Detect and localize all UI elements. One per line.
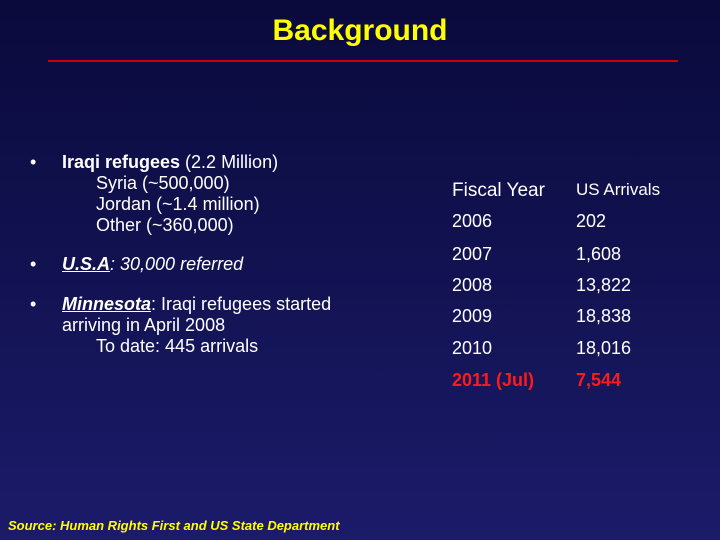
table-row-highlight: 2011 (Jul) 7,544	[452, 370, 712, 400]
cell-year: 2007	[452, 244, 493, 264]
table-header-row: Fiscal Year US Arrivals	[452, 180, 712, 210]
bullet-minnesota: • Minnesota: Iraqi refugees started arri…	[30, 294, 331, 357]
table-row: 2009 18,838	[452, 306, 712, 336]
cell-year: 2009	[452, 306, 493, 326]
bullet-text: (2.2 Million)	[180, 152, 279, 172]
sub-item-to-date: To date: 445 arrivals	[96, 336, 259, 356]
table-row: 2010 18,016	[452, 338, 712, 368]
table-row: 2006 202	[452, 211, 712, 241]
bullet-iraqi-refugees: • Iraqi refugees (2.2 Million) Syria (~5…	[30, 152, 331, 236]
bullet-dot-icon: •	[30, 152, 37, 172]
sub-item-syria: Syria (~500,000)	[96, 173, 230, 193]
bullet-label: Minnesota	[62, 294, 152, 314]
title-divider	[48, 60, 678, 62]
cell-arrivals: 13,822	[576, 275, 632, 295]
bullet-usa: • U.S.A: 30,000 referred	[30, 254, 331, 275]
sub-item-jordan: Jordan (~1.4 million)	[96, 194, 260, 214]
sub-item-other: Other (~360,000)	[96, 215, 234, 235]
source-note: Source: Human Rights First and US State …	[8, 518, 340, 533]
table-row: 2007 1,608	[452, 244, 712, 274]
table-row: 2008 13,822	[452, 275, 712, 305]
header-us-arrivals: US Arrivals	[576, 180, 661, 199]
bullet-text-line2: arriving in April 2008	[62, 315, 226, 335]
bullet-text: : Iraqi refugees started	[151, 294, 332, 314]
cell-arrivals: 7,544	[576, 370, 622, 390]
bullet-text: : 30,000 referred	[110, 254, 244, 274]
cell-year: 2008	[452, 275, 493, 295]
slide-title: Background	[272, 14, 448, 47]
cell-arrivals: 202	[576, 211, 607, 231]
cell-arrivals: 18,838	[576, 306, 632, 326]
cell-arrivals: 18,016	[576, 338, 632, 358]
cell-year: 2011 (Jul)	[452, 370, 535, 390]
bullet-label: U.S.A	[62, 254, 111, 274]
cell-year: 2010	[452, 338, 493, 358]
bullet-label: Iraqi refugees	[62, 152, 181, 172]
cell-arrivals: 1,608	[576, 244, 622, 264]
bullet-dot-icon: •	[30, 254, 37, 274]
bullet-list: • Iraqi refugees (2.2 Million) Syria (~5…	[30, 152, 331, 357]
header-fiscal-year: Fiscal Year	[452, 180, 545, 201]
cell-year: 2006	[452, 211, 493, 231]
bullet-dot-icon: •	[30, 294, 37, 314]
